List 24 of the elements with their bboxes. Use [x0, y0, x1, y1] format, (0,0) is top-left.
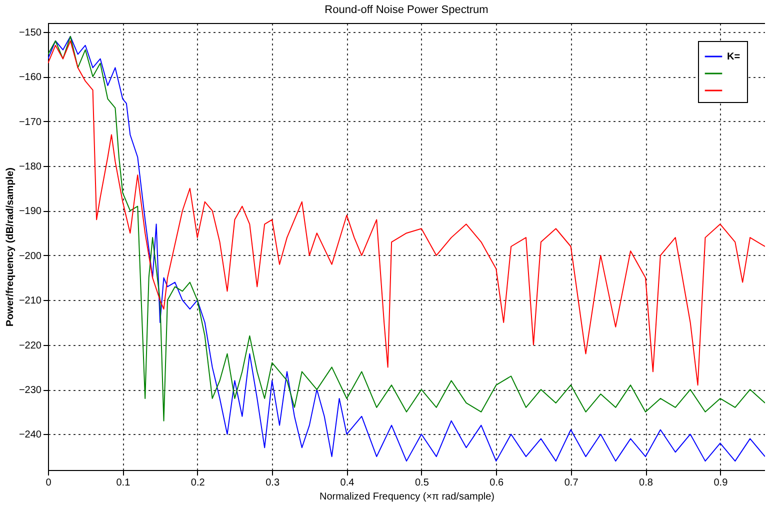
x-tick-label: 0.5 [414, 478, 430, 488]
x-tick-label: 0.1 [116, 478, 131, 488]
legend-label: K= [727, 52, 740, 62]
y-tick-label: −170 [18, 116, 42, 128]
y-axis-title: Power/frequency (dB/rad/sample) [4, 168, 16, 326]
x-tick-label: 0.9 [714, 478, 728, 488]
y-tick-label: −160 [18, 72, 42, 84]
y-tick-label: −230 [18, 385, 42, 396]
x-tick-label: 0.7 [564, 478, 579, 488]
chart-title: Round-off Noise Power Spectrum [324, 4, 488, 16]
y-tick-label: −240 [18, 430, 42, 441]
y-tick-label: −180 [18, 162, 42, 173]
x-axis-title: Normalized Frequency (×π rad/sample) [319, 492, 495, 502]
y-tick-label: −220 [18, 340, 42, 352]
y-tick-label: −200 [18, 250, 42, 262]
y-tick-label: −150 [18, 27, 42, 38]
y-tick-label: −190 [18, 206, 42, 218]
x-tick-label: 0.4 [340, 478, 355, 488]
x-tick-label: 0.3 [266, 478, 280, 488]
x-tick-label: 0 [46, 478, 52, 488]
x-tick-label: 0.8 [639, 478, 654, 488]
x-tick-label: 0.6 [490, 478, 504, 488]
y-tick-label: −210 [18, 296, 42, 307]
x-tick-label: 0.2 [190, 478, 206, 488]
